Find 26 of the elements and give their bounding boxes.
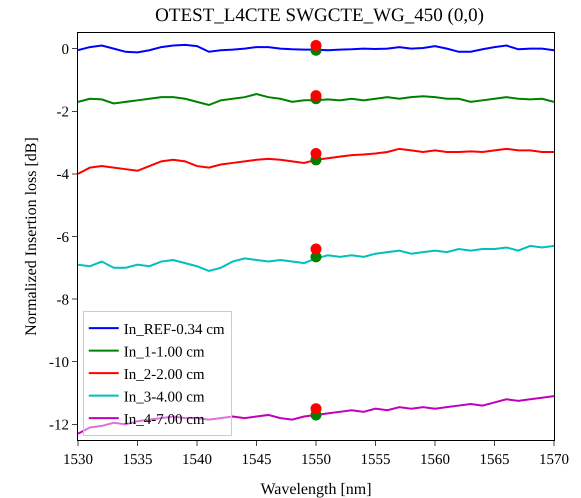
x-tick-label: 1540	[182, 452, 212, 468]
y-tick-label: -6	[56, 230, 70, 246]
legend-label: In_4-7.00 cm	[124, 412, 205, 428]
x-tick-label: 1550	[301, 452, 331, 468]
y-axis-title: Normalized Insertion loss [dB]	[23, 137, 40, 336]
y-tick-label: -4	[56, 167, 70, 184]
x-tick-label: 1555	[360, 452, 390, 468]
line-series	[78, 244, 554, 272]
line-series	[78, 148, 554, 175]
y-tick-label: -10	[49, 354, 69, 371]
x-axis-title: Wavelength [nm]	[260, 481, 372, 498]
legend-label: In_2-2.00 cm	[124, 367, 205, 384]
x-tick-label: 1545	[242, 452, 272, 468]
y-tick-label: 0	[62, 42, 69, 58]
legend-label: In_3-4.00 cm	[124, 390, 205, 406]
legend-label: In_1-1.00 cm	[124, 344, 205, 361]
legend-label: In_REF-0.34 cm	[124, 322, 225, 338]
x-tick-label: 1560	[420, 452, 450, 468]
x-tick-label: 1530	[63, 452, 93, 468]
y-tick-label: -12	[49, 418, 69, 434]
x-tick-label: 1535	[122, 452, 152, 468]
chart-title: OTEST_L4CTE SWGCTE_WG_450 (0,0)	[155, 4, 484, 26]
x-tick-label: 1570	[539, 452, 569, 468]
y-tick-label: -8	[56, 292, 69, 308]
y-tick-label: -2	[56, 104, 69, 121]
x-tick-label: 1565	[480, 452, 510, 468]
